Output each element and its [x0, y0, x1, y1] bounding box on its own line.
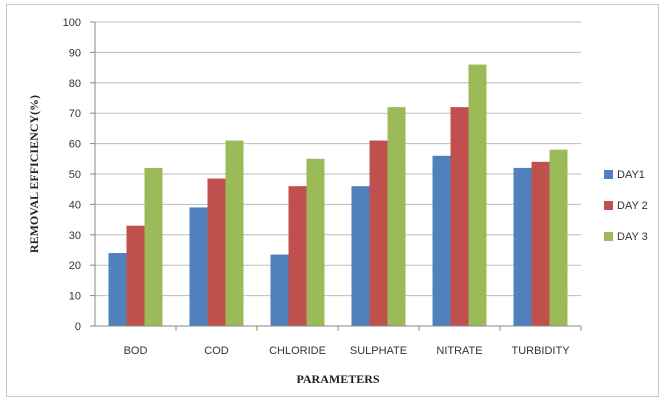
bar-sulphate-day1 — [351, 186, 370, 326]
bar-turbidity-day1 — [513, 167, 532, 326]
legend-swatch — [604, 201, 613, 210]
legend-swatch — [604, 170, 613, 179]
y-tick-label: 100 — [63, 17, 81, 29]
x-tick-label: SULPHATE — [350, 345, 407, 357]
bar-nitrate-day1 — [432, 155, 451, 326]
y-tick-label: 20 — [69, 260, 81, 272]
gridlines — [95, 21, 581, 297]
bar-chloride-day3 — [306, 158, 325, 326]
y-tick-label: 90 — [69, 47, 81, 59]
y-tick-label: 70 — [69, 108, 81, 120]
x-tick-label: COD — [204, 345, 229, 357]
y-axis-label: REMOVAL EFFICIENCY(%) — [27, 95, 41, 253]
bar-sulphate-day3 — [387, 107, 406, 327]
x-axis-label: PARAMETERS — [296, 372, 379, 386]
x-tick-labels: BOD COD CHLORIDE SULPHATE NITRATE TURBIDITY — [124, 326, 582, 357]
bar-cod-day1 — [189, 207, 208, 326]
legend: DAY1 DAY 2 DAY 3 — [604, 169, 648, 243]
y-tick-label: 50 — [69, 169, 81, 181]
y-tick-label: 0 — [75, 321, 81, 333]
legend-label: DAY 3 — [617, 231, 648, 243]
bar-nitrate-day3 — [468, 64, 487, 326]
y-tick-labels: 0 10 20 30 40 50 60 70 80 90 100 — [63, 17, 95, 333]
bar-nitrate-day2 — [450, 107, 469, 327]
y-tick-label: 60 — [69, 139, 81, 151]
bar-cod-day3 — [225, 140, 244, 326]
bar-cod-day2 — [207, 178, 226, 326]
bar-chloride-day1 — [270, 254, 289, 326]
legend-label: DAY1 — [617, 169, 645, 181]
bar-bod-day1 — [108, 253, 127, 326]
bar-sulphate-day2 — [369, 140, 388, 326]
legend-label: DAY 2 — [617, 200, 648, 212]
bar-bod-day2 — [126, 225, 145, 326]
y-tick-label: 80 — [69, 78, 81, 90]
bar-bod-day3 — [144, 167, 163, 326]
x-tick-label: NITRATE — [436, 345, 482, 357]
legend-swatch — [604, 232, 613, 241]
y-tick-label: 10 — [69, 291, 81, 303]
x-tick-label: CHLORIDE — [269, 345, 326, 357]
y-tick-label: 30 — [69, 230, 81, 242]
bar-turbidity-day3 — [549, 149, 568, 326]
bar-chloride-day2 — [288, 186, 307, 326]
bars — [108, 64, 568, 327]
y-tick-label: 40 — [69, 199, 81, 211]
x-tick-label: BOD — [124, 345, 148, 357]
x-tick-label: TURBIDITY — [511, 345, 570, 357]
bar-turbidity-day2 — [531, 161, 550, 326]
